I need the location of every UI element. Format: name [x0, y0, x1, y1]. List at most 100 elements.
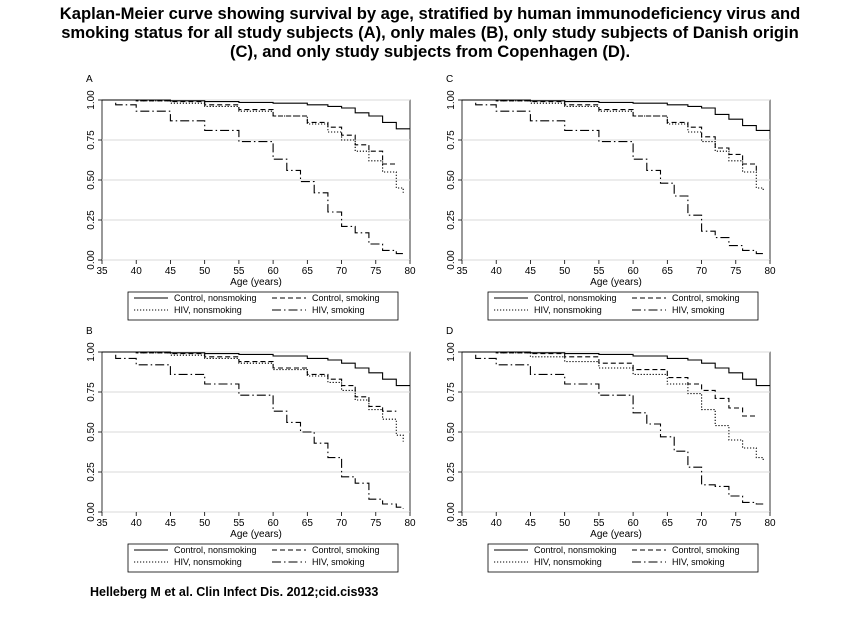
- legend-label: HIV, smoking: [672, 305, 725, 315]
- km-curve-hiv-nonsmoking: [462, 99, 764, 192]
- legend-label: Control, smoking: [312, 545, 380, 555]
- x-axis-label: Age (years): [230, 529, 282, 540]
- y-tick-label: 0.75: [86, 382, 97, 402]
- x-tick-label: 55: [593, 518, 605, 529]
- km-curve-control-nonsmoking: [102, 351, 410, 387]
- x-tick-label: 65: [662, 518, 674, 529]
- legend-label: HIV, nonsmoking: [174, 557, 242, 567]
- x-tick-label: 40: [491, 266, 503, 277]
- x-axis-label: Age (years): [230, 277, 282, 288]
- legend-label: Control, nonsmoking: [534, 545, 617, 555]
- legend-label: HIV, smoking: [312, 305, 365, 315]
- x-tick-label: 50: [559, 266, 571, 277]
- legend-label: Control, nonsmoking: [174, 293, 257, 303]
- km-curve-control-smoking: [462, 351, 757, 417]
- legend-label: Control, smoking: [672, 545, 740, 555]
- x-tick-label: 35: [456, 518, 468, 529]
- y-tick-label: 1.00: [86, 90, 97, 110]
- legend-box: [127, 291, 399, 321]
- km-curve-hiv-nonsmoking: [102, 99, 404, 193]
- x-tick-label: 65: [302, 518, 314, 529]
- y-tick-label: 0.00: [86, 250, 97, 270]
- km-curve-hiv-smoking: [462, 351, 764, 505]
- x-tick-label: 55: [233, 266, 245, 277]
- panel-label: A: [86, 74, 93, 85]
- panel-label: D: [446, 326, 453, 337]
- y-tick-label: 0.00: [86, 502, 97, 522]
- y-tick-label: 0.00: [446, 250, 457, 270]
- y-tick-label: 0.50: [446, 170, 457, 190]
- y-tick-label: 1.00: [86, 342, 97, 362]
- legend-label: HIV, nonsmoking: [534, 557, 602, 567]
- km-panel-b: B 0.00 0.25 0.50 0.75 1.00 35 40 45 50 55 60 65 70 75 8…: [86, 326, 416, 573]
- x-tick-label: 55: [233, 518, 245, 529]
- legend-label: Control, smoking: [672, 293, 740, 303]
- x-axis-label: Age (years): [590, 277, 642, 288]
- x-tick-label: 75: [370, 518, 382, 529]
- legend-label: Control, nonsmoking: [534, 293, 617, 303]
- x-tick-label: 50: [199, 266, 211, 277]
- x-tick-label: 45: [525, 266, 537, 277]
- title-line-3: (C), and only study subjects from Copenh…: [229, 42, 631, 61]
- y-tick-label: 0.50: [86, 170, 97, 190]
- x-tick-label: 65: [302, 266, 314, 277]
- km-curve-hiv-nonsmoking: [462, 351, 764, 461]
- slide-title: Kaplan-Meier curve showing survival by a…: [0, 4, 860, 61]
- km-curve-hiv-nonsmoking: [102, 351, 404, 442]
- x-tick-label: 45: [165, 518, 177, 529]
- km-curve-hiv-smoking: [462, 99, 764, 256]
- y-tick-label: 0.50: [86, 422, 97, 442]
- y-tick-label: 0.25: [86, 210, 97, 230]
- x-tick-label: 45: [525, 518, 537, 529]
- km-panel-c: C 0.00 0.25 0.50 0.75 1.00 35 40 45 50 55 60 65 70 75 8…: [446, 74, 776, 321]
- x-tick-label: 60: [628, 518, 640, 529]
- x-tick-label: 70: [336, 518, 348, 529]
- y-tick-label: 0.75: [86, 130, 97, 150]
- x-tick-label: 65: [662, 266, 674, 277]
- x-tick-label: 80: [764, 266, 776, 277]
- x-tick-label: 60: [268, 266, 280, 277]
- x-tick-label: 80: [404, 518, 416, 529]
- x-tick-label: 70: [336, 266, 348, 277]
- x-tick-label: 60: [628, 266, 640, 277]
- panel-label: B: [86, 326, 93, 337]
- y-tick-label: 0.25: [446, 210, 457, 230]
- x-tick-label: 75: [730, 518, 742, 529]
- x-tick-label: 50: [199, 518, 211, 529]
- x-tick-label: 35: [96, 518, 108, 529]
- panel-label: C: [446, 74, 453, 85]
- x-tick-label: 80: [404, 266, 416, 277]
- x-tick-label: 60: [268, 518, 280, 529]
- x-tick-label: 50: [559, 518, 571, 529]
- legend-label: HIV, nonsmoking: [174, 305, 242, 315]
- legend-box: [127, 543, 399, 573]
- legend-label: Control, nonsmoking: [174, 545, 257, 555]
- x-tick-label: 75: [370, 266, 382, 277]
- x-tick-label: 45: [165, 266, 177, 277]
- x-axis-label: Age (years): [590, 529, 642, 540]
- y-tick-label: 0.75: [446, 382, 457, 402]
- legend-label: HIV, smoking: [312, 557, 365, 567]
- legend-box: [487, 291, 759, 321]
- y-tick-label: 0.50: [446, 422, 457, 442]
- x-tick-label: 70: [696, 518, 708, 529]
- km-curve-control-smoking: [102, 351, 397, 412]
- km-curve-control-smoking: [102, 99, 397, 165]
- citation: Helleberg M et al. Clin Infect Dis. 2012…: [90, 585, 379, 599]
- legend-label: HIV, nonsmoking: [534, 305, 602, 315]
- km-curve-control-nonsmoking: [102, 99, 410, 130]
- x-tick-label: 35: [96, 266, 108, 277]
- y-tick-label: 0.25: [446, 462, 457, 482]
- y-tick-label: 0.25: [86, 462, 97, 482]
- legend-box: [487, 543, 759, 573]
- x-tick-label: 40: [491, 518, 503, 529]
- x-tick-label: 70: [696, 266, 708, 277]
- km-panel-d: D 0.00 0.25 0.50 0.75 1.00 35 40 45 50 55 60 65 70 75 8…: [446, 326, 776, 573]
- y-tick-label: 1.00: [446, 90, 457, 110]
- km-curve-control-nonsmoking: [462, 99, 770, 131]
- km-panel-a: A 0.00 0.25 0.50 0.75 1.00 35 40 45 50 55 60 65 70 75 8…: [86, 74, 416, 321]
- km-curve-hiv-smoking: [102, 99, 404, 256]
- x-tick-label: 55: [593, 266, 605, 277]
- km-curve-hiv-smoking: [102, 351, 404, 509]
- y-tick-label: 0.00: [446, 502, 457, 522]
